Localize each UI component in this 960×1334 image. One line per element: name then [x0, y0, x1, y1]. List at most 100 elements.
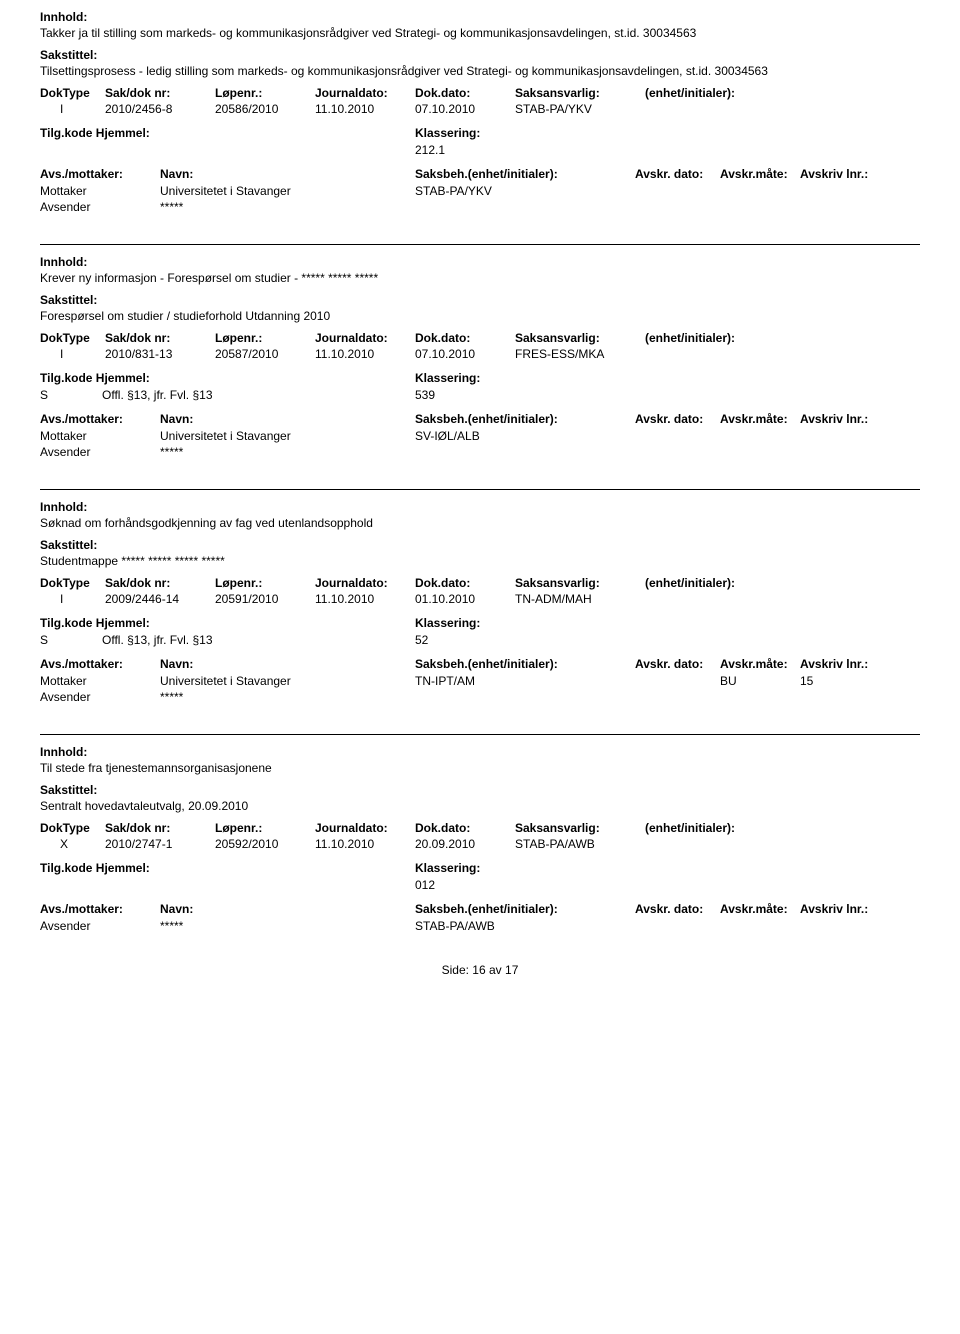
- val-saksansvarlig: STAB-PA/AWB: [515, 837, 645, 851]
- hdr-navn: Navn:: [160, 657, 415, 671]
- innhold-text: Til stede fra tjenestemannsorganisasjone…: [40, 761, 920, 775]
- sakstittel-label: Sakstittel:: [40, 538, 920, 552]
- hdr-lopenr: Løpenr.:: [215, 86, 315, 100]
- hdr-avskrmate: Avskr.måte:: [720, 412, 800, 426]
- tilgkode-value: S: [40, 388, 102, 402]
- party-dato: [635, 674, 720, 688]
- val-saksansvarlig: FRES-ESS/MKA: [515, 347, 645, 361]
- sakstittel-text: Forespørsel om studier / studieforhold U…: [40, 309, 920, 323]
- page-footer: Side: 16 av 17: [40, 963, 920, 977]
- party-row: Mottaker Universitetet i Stavanger SV-IØ…: [40, 429, 920, 443]
- meta-header-row: DokType Sak/dok nr: Løpenr.: Journaldato…: [40, 821, 920, 835]
- party-role: Avsender: [40, 445, 160, 459]
- hdr-avskrlnr: Avskriv lnr.:: [800, 167, 868, 181]
- divider: [40, 489, 920, 490]
- hjemmel-value-row: S Offl. §13, jfr. Fvl. §13 539: [40, 388, 920, 402]
- party-name: Universitetet i Stavanger: [160, 674, 415, 688]
- klassering-label: Klassering:: [415, 126, 480, 140]
- party-mate: BU: [720, 674, 800, 688]
- val-journaldato: 11.10.2010: [315, 347, 415, 361]
- hdr-doktype: DokType: [40, 576, 105, 590]
- hdr-avskrlnr: Avskriv lnr.:: [800, 902, 868, 916]
- val-doktype: I: [40, 592, 105, 606]
- val-dokdato: 07.10.2010: [415, 102, 515, 116]
- party-lnr: 15: [800, 674, 813, 688]
- val-journaldato: 11.10.2010: [315, 102, 415, 116]
- val-enhet: [645, 592, 775, 606]
- hdr-saksansvarlig: Saksansvarlig:: [515, 576, 645, 590]
- innhold-text: Krever ny informasjon - Forespørsel om s…: [40, 271, 920, 285]
- party-mate: [720, 919, 800, 933]
- hdr-avskrlnr: Avskriv lnr.:: [800, 412, 868, 426]
- hdr-avskrdato: Avskr. dato:: [635, 412, 720, 426]
- party-role: Avsender: [40, 919, 160, 933]
- party-role: Avsender: [40, 200, 160, 214]
- page-current: 16: [472, 963, 485, 977]
- party-header-row: Avs./mottaker: Navn: Saksbeh.(enhet/init…: [40, 167, 920, 181]
- page-total: 17: [505, 963, 518, 977]
- meta-value-row: X 2010/2747-1 20592/2010 11.10.2010 20.0…: [40, 837, 920, 851]
- party-row: Avsender *****: [40, 690, 920, 704]
- hdr-saksansvarlig: Saksansvarlig:: [515, 331, 645, 345]
- hjemmel-value: Offl. §13, jfr. Fvl. §13: [102, 633, 415, 647]
- val-saknr: 2010/831-13: [105, 347, 215, 361]
- tilg-hjemmel-label: Tilg.kode Hjemmel:: [40, 371, 415, 385]
- val-saknr: 2009/2446-14: [105, 592, 215, 606]
- hdr-journaldato: Journaldato:: [315, 331, 415, 345]
- val-dokdato: 20.09.2010: [415, 837, 515, 851]
- party-dato: [635, 429, 720, 443]
- hdr-navn: Navn:: [160, 902, 415, 916]
- hdr-avskrdato: Avskr. dato:: [635, 167, 720, 181]
- tilg-row: Tilg.kode Hjemmel: Klassering:: [40, 861, 920, 875]
- hdr-avskrlnr: Avskriv lnr.:: [800, 657, 868, 671]
- innhold-label: Innhold:: [40, 745, 920, 759]
- hdr-lopenr: Løpenr.:: [215, 331, 315, 345]
- party-header-row: Avs./mottaker: Navn: Saksbeh.(enhet/init…: [40, 412, 920, 426]
- party-header-row: Avs./mottaker: Navn: Saksbeh.(enhet/init…: [40, 902, 920, 916]
- hdr-saksbeh: Saksbeh.(enhet/initialer):: [415, 167, 635, 181]
- innhold-label: Innhold:: [40, 255, 920, 269]
- meta-value-row: I 2010/2456-8 20586/2010 11.10.2010 07.1…: [40, 102, 920, 116]
- hdr-saksbeh: Saksbeh.(enhet/initialer):: [415, 902, 635, 916]
- hdr-navn: Navn:: [160, 412, 415, 426]
- hjemmel-value-row: S Offl. §13, jfr. Fvl. §13 52: [40, 633, 920, 647]
- innhold-label: Innhold:: [40, 500, 920, 514]
- klassering-label: Klassering:: [415, 616, 480, 630]
- val-saksansvarlig: TN-ADM/MAH: [515, 592, 645, 606]
- hdr-enhet: (enhet/initialer):: [645, 576, 775, 590]
- hdr-doktype: DokType: [40, 821, 105, 835]
- hdr-avsmottaker: Avs./mottaker:: [40, 167, 160, 181]
- val-doktype: X: [40, 837, 105, 851]
- party-dato: [635, 200, 720, 214]
- hdr-doktype: DokType: [40, 331, 105, 345]
- val-doktype: I: [40, 347, 105, 361]
- party-mate: [720, 200, 800, 214]
- party-mate: [720, 690, 800, 704]
- hjemmel-value: [102, 878, 415, 892]
- hdr-avsmottaker: Avs./mottaker:: [40, 657, 160, 671]
- val-dokdato: 01.10.2010: [415, 592, 515, 606]
- klassering-value: 52: [415, 633, 428, 647]
- sakstittel-label: Sakstittel:: [40, 293, 920, 307]
- hdr-enhet: (enhet/initialer):: [645, 331, 775, 345]
- party-dato: [635, 184, 720, 198]
- hjemmel-value-row: 212.1: [40, 143, 920, 157]
- party-saksbeh: [415, 200, 635, 214]
- party-role: Mottaker: [40, 184, 160, 198]
- val-dokdato: 07.10.2010: [415, 347, 515, 361]
- sakstittel-label: Sakstittel:: [40, 48, 920, 62]
- party-saksbeh: STAB-PA/AWB: [415, 919, 635, 933]
- journal-entry: Innhold: Til stede fra tjenestemannsorga…: [40, 734, 920, 933]
- sakstittel-text: Sentralt hovedavtaleutvalg, 20.09.2010: [40, 799, 920, 813]
- party-row: Avsender ***** STAB-PA/AWB: [40, 919, 920, 933]
- meta-header-row: DokType Sak/dok nr: Løpenr.: Journaldato…: [40, 576, 920, 590]
- hdr-saksansvarlig: Saksansvarlig:: [515, 821, 645, 835]
- party-name: *****: [160, 200, 415, 214]
- sakstittel-text: Studentmappe ***** ***** ***** *****: [40, 554, 920, 568]
- party-name: *****: [160, 690, 415, 704]
- hdr-avskrdato: Avskr. dato:: [635, 657, 720, 671]
- tilg-row: Tilg.kode Hjemmel: Klassering:: [40, 126, 920, 140]
- klassering-value: 212.1: [415, 143, 445, 157]
- party-role: Mottaker: [40, 429, 160, 443]
- party-mate: [720, 445, 800, 459]
